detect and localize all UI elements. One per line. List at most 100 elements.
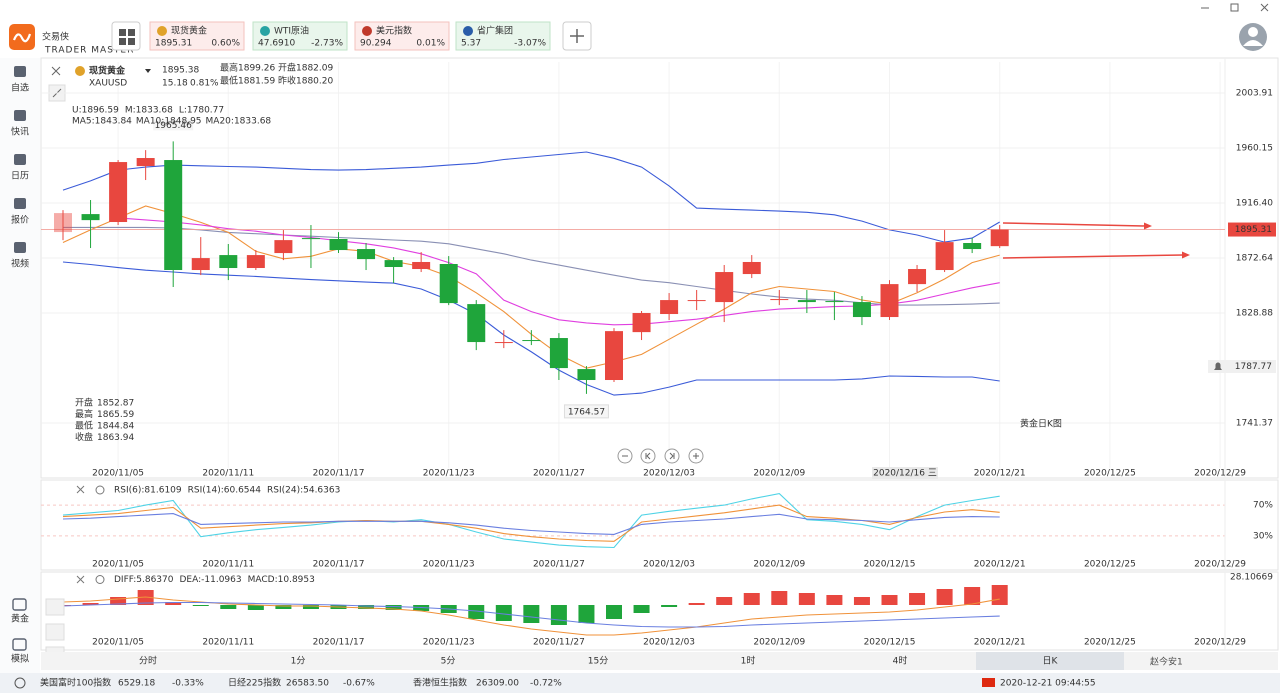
info-value: 1852.87 bbox=[97, 399, 134, 409]
macd-bar bbox=[909, 593, 926, 605]
y-tick-label: 1828.88 bbox=[1236, 309, 1273, 319]
candle-body bbox=[935, 242, 954, 271]
legend-entry: U:1896.59 bbox=[72, 106, 119, 116]
candle-body bbox=[522, 340, 541, 342]
current-price-tag bbox=[1228, 222, 1276, 237]
sidebar-icon[interactable] bbox=[12, 638, 27, 651]
quote-dropdown[interactable] bbox=[145, 69, 151, 73]
crosshair-label: 2020/12/16 三 bbox=[873, 469, 937, 479]
panel-close[interactable] bbox=[76, 575, 85, 584]
quote-tab[interactable] bbox=[354, 21, 450, 51]
macd-bar bbox=[798, 593, 815, 605]
candle-body bbox=[687, 300, 706, 302]
ticker-bar bbox=[0, 673, 1280, 693]
period-button[interactable]: 分时 bbox=[139, 655, 157, 667]
add-tab-icon bbox=[570, 29, 584, 43]
sidebar-icon[interactable] bbox=[14, 154, 26, 165]
x-tick-label: 2020/12/21 bbox=[974, 469, 1026, 479]
annotation-arrowhead bbox=[1144, 222, 1152, 230]
x-tick-label: 2020/12/03 bbox=[643, 469, 695, 479]
period-button[interactable]: 4时 bbox=[893, 655, 908, 667]
avatar-head bbox=[1248, 27, 1258, 37]
sidebar-label[interactable]: 自选 bbox=[11, 82, 29, 94]
macd-bar bbox=[302, 605, 319, 609]
y-tick-label: 1872.64 bbox=[1236, 254, 1273, 264]
x-tick-label: 2020/11/23 bbox=[423, 638, 475, 648]
x-tick-label: 2020/12/15 bbox=[864, 638, 916, 648]
info-label: 最低 bbox=[75, 420, 93, 432]
x-tick-label: 2020/11/05 bbox=[92, 469, 144, 479]
macd-bar bbox=[247, 605, 264, 610]
sidebar-icon[interactable] bbox=[14, 66, 26, 77]
alert-bell-icon bbox=[1214, 362, 1222, 370]
quote-tab-name: WTI原油 bbox=[274, 25, 309, 37]
window-restore[interactable] bbox=[1230, 3, 1239, 12]
macd-bar bbox=[991, 585, 1008, 605]
crosshair-label-bg bbox=[872, 467, 938, 479]
macd-bar bbox=[716, 597, 733, 605]
sidebar-label[interactable]: 视频 bbox=[11, 258, 29, 270]
nav-button[interactable] bbox=[664, 448, 680, 464]
tool-button[interactable] bbox=[45, 598, 65, 616]
legend-entry: DIFF:5.86370 bbox=[114, 575, 174, 585]
quote-tab[interactable] bbox=[455, 21, 551, 51]
quote-tab[interactable] bbox=[149, 21, 245, 51]
macd-bar bbox=[495, 605, 512, 621]
macd-bar bbox=[936, 589, 953, 605]
x-tick-label: 2020/11/27 bbox=[533, 469, 585, 479]
period-button[interactable]: 5分 bbox=[441, 656, 456, 667]
y-tick-label: 28.10669 bbox=[1230, 572, 1273, 582]
x-tick-label: 2020/12/03 bbox=[643, 638, 695, 648]
sidebar-icon[interactable] bbox=[14, 110, 26, 121]
quote-tab-change: -3.07% bbox=[514, 39, 546, 49]
period-button[interactable]: 1时 bbox=[741, 655, 756, 667]
quote-code: XAUUSD bbox=[89, 79, 127, 89]
window-close[interactable] bbox=[1260, 3, 1269, 12]
quote-tab-change: 0.01% bbox=[416, 39, 445, 49]
quote-tab-icon bbox=[362, 26, 372, 36]
panel-settings[interactable] bbox=[95, 575, 105, 584]
legend-entry: M:1833.68 bbox=[125, 106, 173, 116]
panel-close[interactable] bbox=[51, 66, 61, 76]
macd-bar bbox=[743, 593, 760, 605]
quote-field-label: 昨收 bbox=[278, 75, 296, 87]
candle-body bbox=[357, 249, 376, 260]
macd-bar bbox=[688, 603, 705, 605]
period-button[interactable]: 1分 bbox=[291, 656, 306, 667]
candle-body bbox=[825, 301, 844, 303]
period-button[interactable]: 15分 bbox=[588, 656, 608, 667]
sidebar-label[interactable]: 日历 bbox=[11, 171, 29, 182]
x-tick-label: 2020/12/15 bbox=[864, 560, 916, 570]
macd-bar bbox=[82, 603, 99, 605]
quote-tab-icon bbox=[157, 26, 167, 36]
quote-tab-price: 5.37 bbox=[461, 39, 481, 49]
x-tick-label: 2020/12/25 bbox=[1084, 638, 1136, 648]
sidebar-icon[interactable] bbox=[12, 598, 27, 611]
panel-close[interactable] bbox=[76, 485, 85, 494]
sidebar-label[interactable]: 模拟 bbox=[11, 653, 29, 665]
rsi-line bbox=[62, 504, 1000, 542]
tool-button[interactable] bbox=[45, 623, 65, 641]
panel-settings[interactable] bbox=[95, 485, 105, 495]
low-label: 1764.57 bbox=[568, 407, 605, 417]
info-value: 1865.59 bbox=[97, 410, 134, 420]
legend-entry: MA5:1843.84 bbox=[72, 117, 132, 127]
period-button[interactable]: 日K bbox=[1043, 656, 1059, 667]
sidebar-icon[interactable] bbox=[14, 198, 26, 209]
candle-body bbox=[742, 261, 761, 275]
nav-button[interactable] bbox=[640, 448, 656, 464]
quote-tab[interactable] bbox=[252, 21, 348, 51]
rsi-line bbox=[62, 493, 1000, 549]
sidebar-label[interactable]: 黄金 bbox=[11, 613, 29, 625]
candle-body bbox=[880, 284, 899, 318]
macd-bar bbox=[550, 605, 567, 625]
quote-tab-price: 1895.31 bbox=[155, 39, 192, 49]
quote-price: 1895.38 bbox=[162, 66, 199, 76]
sidebar-label[interactable]: 报价 bbox=[11, 214, 29, 226]
datetime: 2020-12-21 09:44:55 bbox=[1000, 679, 1096, 689]
macd-bar bbox=[523, 605, 540, 623]
sidebar-icon[interactable] bbox=[14, 242, 26, 253]
sidebar-label[interactable]: 快讯 bbox=[11, 126, 29, 138]
x-tick-label: 2020/12/09 bbox=[753, 560, 805, 570]
x-tick-label: 2020/11/05 bbox=[92, 638, 144, 648]
